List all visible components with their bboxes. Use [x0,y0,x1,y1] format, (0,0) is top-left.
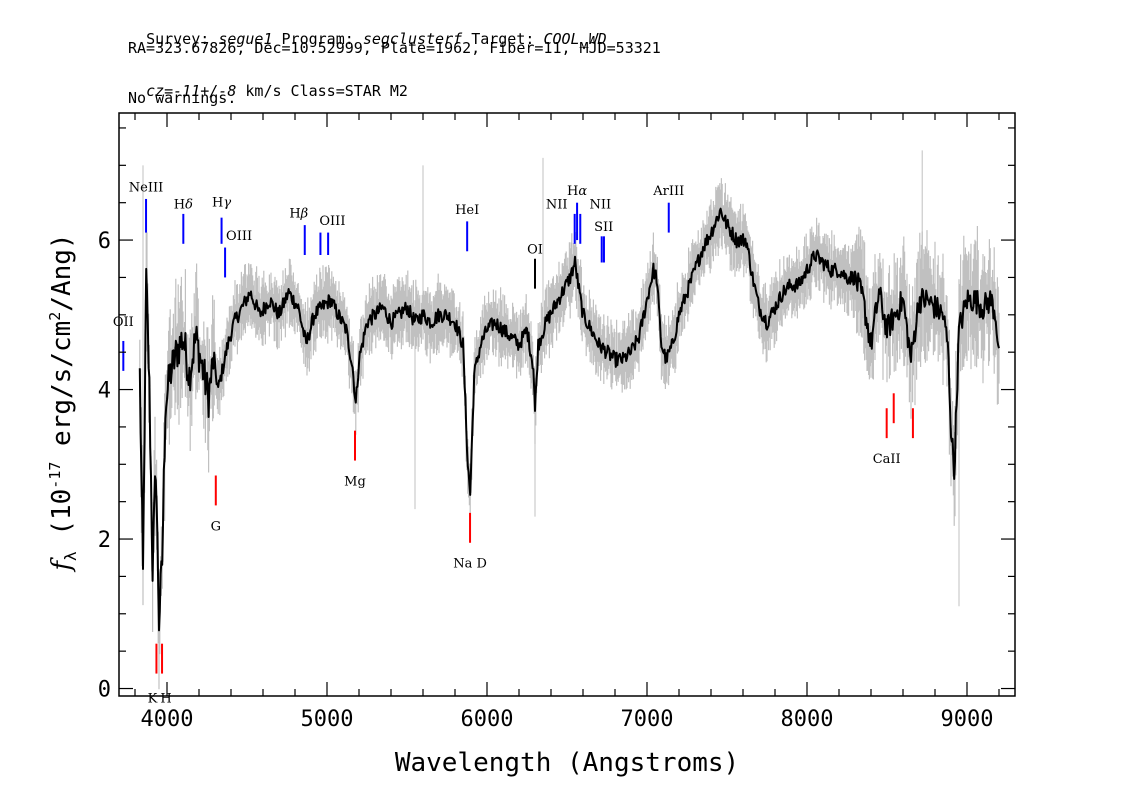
survey-label: Survey: [146,30,210,48]
program-label: Program: [281,30,354,48]
line-label-g: G [211,519,221,534]
program-value: segclusterf [362,30,463,48]
line-label-ariii: ArIII [652,184,684,199]
header-line-3: cz=-11+/-8 km/s Class=STAR M2 [128,64,408,100]
x-tick-label: 9000 [941,707,994,732]
x-tick-label: 7000 [621,707,674,732]
x-tick-label: 5000 [301,707,354,732]
noise-band [139,150,1000,690]
line-label-nii: NII [546,198,568,213]
cz-rest: km/s Class=STAR M2 [236,82,408,100]
line-label-sii: SII [594,220,613,235]
y-axis-title: fλ (10-17 erg/s/cm2/Ang) [46,233,80,572]
noise-band-path [139,178,1000,690]
line-label-neiii: NeIII [129,180,163,195]
x-tick-label: 8000 [781,707,834,732]
line-label-oiii: OIII [226,229,252,244]
cz-label: cz= [146,82,174,100]
y-tick-label: 2 [98,528,111,553]
line-label-h: H [160,691,171,706]
line-label-k: K [148,691,158,706]
y-tick-label: 0 [98,678,111,703]
line-label-oiii: OIII [319,214,345,229]
line-label-h-: Hα [567,184,587,199]
axis-ticks: 4000 5000 6000 7000 8000 9000 0 2 4 6 [98,113,1015,732]
plot-frame [118,112,1016,697]
line-label-nii: NII [589,198,611,213]
cz-value: -11+/-8 [173,82,237,100]
target-label: Target: [471,30,535,48]
y-tick-label: 4 [98,379,111,404]
x-axis-title: Wavelength (Angstroms) [395,748,739,778]
line-label-oii: OII [113,315,134,330]
line-label-mg: Mg [344,475,366,490]
header-line-2: RA=323.67826, Dec=10.52999, Plate=1962, … [128,39,661,57]
y-tick-label: 6 [98,229,111,254]
x-tick-label: 6000 [461,707,514,732]
header-line-4: No warnings. [128,89,237,107]
line-label-h-: Hβ [289,207,308,222]
line-label-h-: Hδ [174,198,193,213]
line-label-na-d: Na D [453,557,487,572]
x-tick-label: 4000 [141,707,194,732]
line-label-oi: OI [527,243,543,258]
line-label-caii: CaII [873,452,901,467]
survey-value: segue1 [218,30,273,48]
target-value: COOL_WD [543,30,607,48]
header-line-1: Survey: segue1 Program: segclusterf Targ… [128,12,607,48]
line-label-h-: Hγ [212,195,231,210]
flux-line [138,207,1000,632]
flux-series [138,207,1000,632]
line-label-hei: HeI [455,203,479,218]
